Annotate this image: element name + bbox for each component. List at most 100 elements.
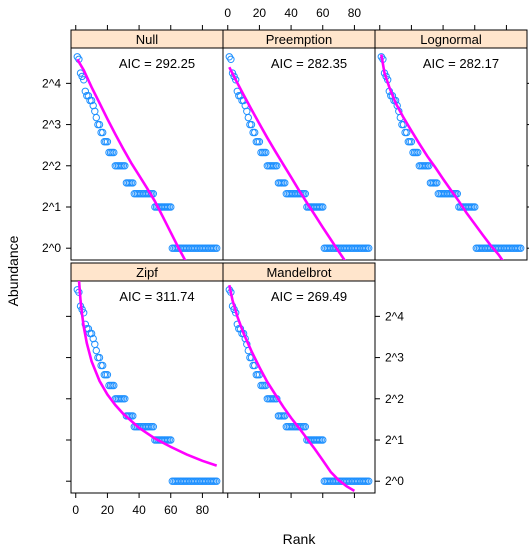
data-point <box>92 113 101 122</box>
y-tick-label: 2^3 <box>385 351 404 365</box>
data-point <box>92 346 101 355</box>
y-tick-label: 2^1 <box>385 433 404 447</box>
aic-annotation: AIC = 282.17 <box>423 56 499 71</box>
y-axis-label: Abundance <box>5 235 21 306</box>
data-point <box>121 395 129 403</box>
data-point <box>149 423 158 431</box>
data-point <box>319 436 327 444</box>
panel-frame <box>222 47 376 261</box>
panel-lognormal: Lognormal AIC = 282.17 <box>374 29 528 261</box>
data-point <box>281 412 289 420</box>
strip-label: Mandelbrot <box>266 265 331 280</box>
data-point <box>365 477 373 485</box>
fit-curve <box>77 281 218 467</box>
panel-zipf: Zipf AIC = 311.74 <box>70 262 224 494</box>
data-point <box>99 128 107 137</box>
aic-annotation: AIC = 311.74 <box>119 289 194 304</box>
data-point <box>471 203 479 211</box>
data-point <box>281 179 289 187</box>
data-point <box>414 148 422 157</box>
data-point <box>103 371 112 379</box>
data-point <box>232 76 240 84</box>
data-point <box>255 138 264 146</box>
data-point <box>425 162 433 170</box>
data-point <box>95 353 104 362</box>
panel-frame <box>222 280 376 494</box>
x-tick-label: 0 <box>72 503 79 517</box>
axes: 0 20 40 60 80 0 20 40 60 80 2^0 2^1 2^2 2^3 2^4 2^0 2^1 2… <box>42 6 529 517</box>
data-point <box>244 113 253 122</box>
fit-curve <box>380 54 504 260</box>
y-tick-label: 2^4 <box>385 309 404 323</box>
data-point <box>301 423 309 431</box>
x-axis-label: Rank <box>283 531 317 547</box>
aic-annotation: AIC = 292.25 <box>119 56 195 71</box>
y-tick-label: 2^0 <box>385 474 404 488</box>
data-point <box>407 138 416 146</box>
observed-points <box>377 53 525 252</box>
data-point <box>213 477 221 485</box>
panels: Null AIC = 292.25 Preemption AIC = 282.35 Lo… <box>70 29 528 494</box>
data-point <box>167 436 175 444</box>
data-point <box>91 340 99 348</box>
data-point <box>213 244 221 252</box>
data-point <box>230 72 238 81</box>
observed-points <box>225 286 373 485</box>
fit-curve <box>76 58 187 260</box>
data-point <box>80 309 88 317</box>
fit-curve <box>228 66 347 260</box>
data-point <box>273 162 281 170</box>
y-tick-label: 2^3 <box>42 118 61 132</box>
data-point <box>87 96 96 105</box>
data-point <box>251 128 259 137</box>
x-tick-label: 60 <box>164 503 178 517</box>
data-point <box>99 361 107 370</box>
data-point <box>129 179 137 187</box>
x-tick-label: 80 <box>196 503 210 517</box>
panel-frame <box>70 47 224 261</box>
data-point <box>403 128 411 137</box>
data-point <box>91 107 99 116</box>
panel-null: Null AIC = 292.25 <box>70 29 224 261</box>
data-point <box>81 87 90 96</box>
fit-curve <box>228 284 356 493</box>
y-tick-label: 2^4 <box>42 76 61 90</box>
x-tick-label: 0 <box>224 6 231 20</box>
observed-points <box>225 53 373 252</box>
panel-frame <box>374 47 528 261</box>
data-point <box>517 244 525 252</box>
aic-annotation: AIC = 269.49 <box>271 289 347 304</box>
strip-label: Preemption <box>266 32 332 47</box>
strip-label: Lognormal <box>420 32 482 47</box>
y-tick-label: 2^1 <box>42 200 61 214</box>
strip-label: Zipf <box>136 265 158 280</box>
x-tick-label: 40 <box>132 503 146 517</box>
data-point <box>433 179 441 187</box>
y-tick-label: 2^2 <box>42 159 61 173</box>
x-tick-label: 20 <box>253 6 267 20</box>
x-tick-label: 20 <box>101 503 115 517</box>
data-point <box>121 162 129 170</box>
aic-annotation: AIC = 282.35 <box>271 56 347 71</box>
y-tick-label: 2^2 <box>385 392 404 406</box>
data-point <box>129 412 137 420</box>
panel-mandelbrot: Mandelbrot AIC = 269.49 <box>222 262 376 494</box>
observed-points <box>73 53 221 252</box>
strip-label: Null <box>136 32 159 47</box>
x-tick-label: 80 <box>348 6 362 20</box>
data-point <box>247 120 256 129</box>
data-point <box>167 203 175 211</box>
data-point <box>319 203 327 211</box>
x-tick-label: 40 <box>284 6 298 20</box>
data-point <box>262 148 270 157</box>
data-point <box>227 55 235 63</box>
data-point <box>243 107 251 116</box>
data-point <box>110 381 118 390</box>
data-point <box>110 148 118 157</box>
data-point <box>87 329 96 338</box>
data-point <box>95 120 104 129</box>
data-point <box>365 244 373 252</box>
y-tick-label: 2^0 <box>42 241 61 255</box>
observed-points <box>73 286 221 485</box>
